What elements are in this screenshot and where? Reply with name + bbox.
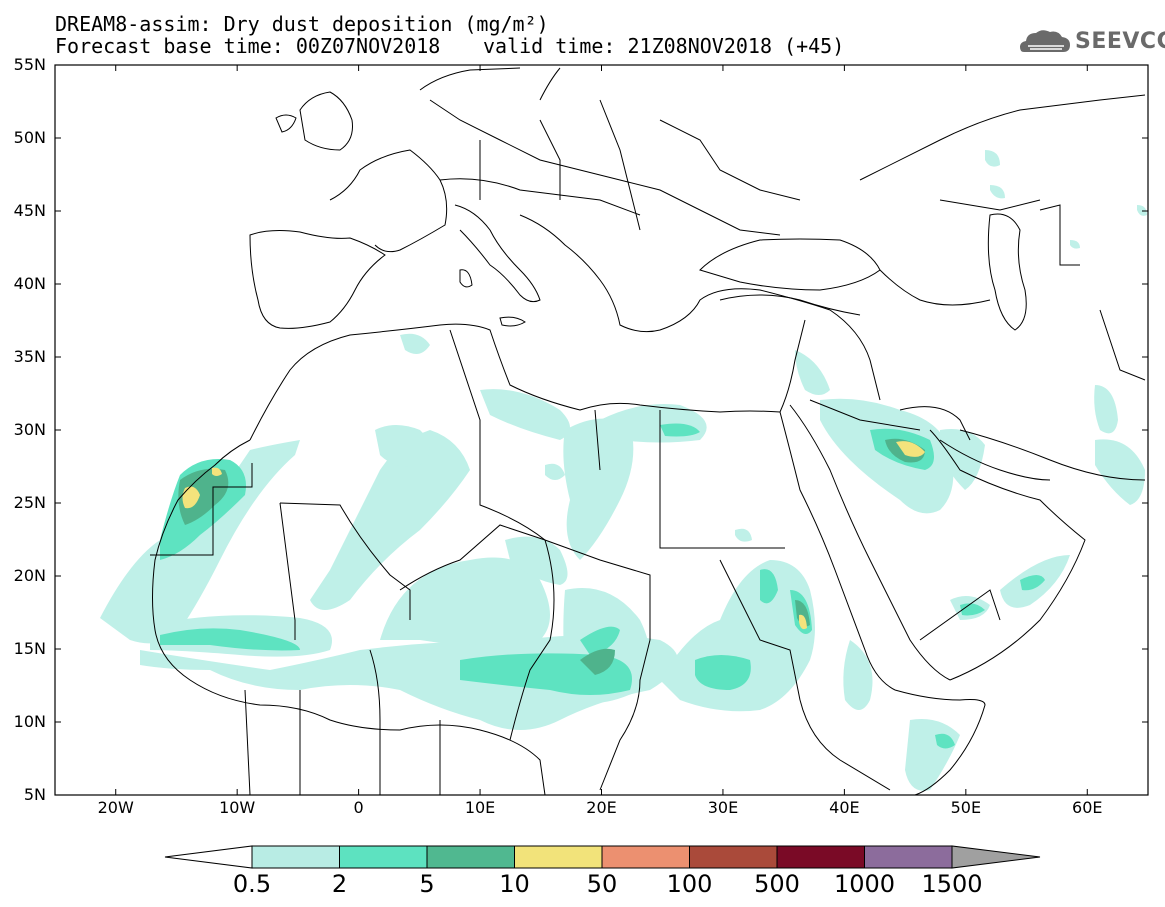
lat-label: 25N: [13, 493, 46, 512]
colorbar-segment: [776, 845, 865, 869]
dust-deposition-fields: [100, 150, 1147, 791]
colorbar-low-arrow: [164, 845, 253, 869]
colorbar-label: 1500: [921, 870, 983, 898]
lon-label: 0: [353, 798, 364, 817]
colorbar-high-arrow: [951, 845, 1041, 869]
lat-label: 40N: [13, 274, 46, 293]
lon-label: 50E: [950, 798, 982, 817]
lon-label: 10W: [219, 798, 256, 817]
colorbar-segment: [251, 845, 340, 869]
lat-label: 55N: [13, 55, 46, 74]
lon-label: 30E: [707, 798, 739, 817]
colorbar-label: 500: [754, 870, 800, 898]
forecast-base-time: Forecast base time: 00Z07NOV2018: [55, 34, 441, 58]
colorbar-segment: [864, 845, 953, 869]
latitude-ticks: [55, 64, 1148, 796]
colorbar: [164, 845, 1041, 869]
lat-label: 50N: [13, 128, 46, 147]
cloud-logo-icon: [1020, 30, 1070, 52]
lat-label: 5N: [23, 785, 46, 804]
colorbar-segment: [426, 845, 515, 869]
lat-label: 10N: [13, 712, 46, 731]
lon-label: 20W: [97, 798, 134, 817]
colorbar-segment: [514, 845, 603, 869]
colorbar-segment: [601, 845, 690, 869]
lat-label: 35N: [13, 347, 46, 366]
lat-label: 30N: [13, 420, 46, 439]
colorbar-segment: [339, 845, 428, 869]
longitude-ticks: [115, 65, 1088, 795]
lon-label: 20E: [586, 798, 617, 817]
map-title: DREAM8-assim: Dry dust deposition (mg/m²…: [55, 12, 549, 36]
lat-label: 45N: [13, 201, 46, 220]
colorbar-label: 0.5: [232, 870, 272, 898]
colorbar-label: 2: [331, 870, 348, 898]
lat-label: 15N: [13, 639, 46, 658]
colorbar-label: 10: [499, 870, 530, 898]
colorbar-label: 100: [666, 870, 713, 898]
seevccc-logo-text: SEEVCCC: [1075, 29, 1165, 54]
lon-label: 10E: [464, 798, 496, 817]
valid-time: valid time: 21Z08NOV2018 (+45): [483, 34, 845, 58]
colorbar-label: 1000: [833, 870, 896, 898]
colorbar-segment: [689, 845, 778, 869]
coastlines-and-borders: [150, 67, 1146, 796]
lon-label: 40E: [829, 798, 860, 817]
colorbar-label: 5: [419, 870, 435, 898]
lon-label: 60E: [1072, 798, 1103, 817]
colorbar-label: 50: [586, 870, 618, 898]
lat-label: 20N: [13, 566, 46, 585]
